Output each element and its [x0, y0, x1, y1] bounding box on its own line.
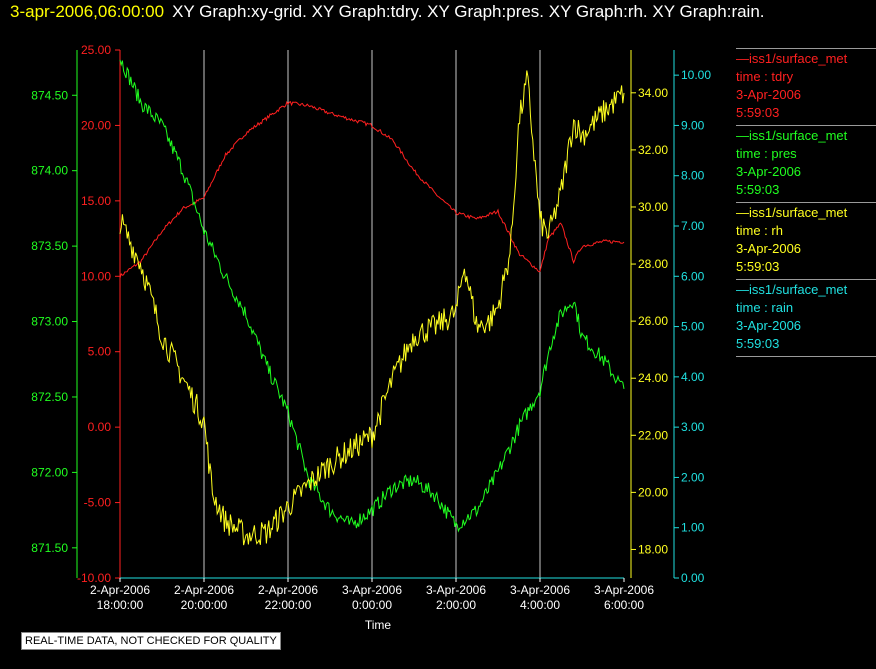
- series-rh: [119, 70, 625, 546]
- rh-tick-label: 24.00: [638, 371, 668, 385]
- tdry-tick-label: 20.00: [81, 118, 111, 132]
- legend-field: time : rh: [736, 223, 783, 238]
- rh-tick-label: 26.00: [638, 314, 668, 328]
- series-tdry: [119, 100, 625, 279]
- rh-tick-label: 30.00: [638, 200, 668, 214]
- rain-tick-label: 5.00: [681, 320, 705, 334]
- quality-notice: REAL-TIME DATA, NOT CHECKED FOR QUALITY: [21, 632, 281, 650]
- x-tick-label: 2-Apr-2006: [258, 583, 318, 597]
- rh-axis: 18.00 20.00 22.00 24.00 26.00 28.00 30.00 32.00…: [630, 50, 668, 578]
- legend-date: 3-Apr-2006: [736, 164, 802, 179]
- pres-tick-label: 872.50: [31, 390, 68, 404]
- rain-axis: 0.00 1.00 2.00 3.00 4.00 5.00 6.00 7.00 8.00 9.00…: [673, 50, 711, 585]
- rh-tick-label: 20.00: [638, 485, 668, 499]
- x-tick-label: 22:00:00: [265, 598, 312, 612]
- pres-tick-label: 871.50: [31, 541, 68, 555]
- tdry-tick-label: 25.00: [81, 43, 111, 57]
- tdry-tick-label: -5.00: [84, 496, 112, 510]
- rain-tick-label: 10.00: [681, 68, 711, 82]
- window-title: 3-apr-2006,06:00:00 XY Graph:xy-grid. XY …: [10, 2, 765, 22]
- rain-tick-label: 7.00: [681, 219, 705, 233]
- graph-list: XY Graph:xy-grid. XY Graph:tdry. XY Grap…: [172, 2, 765, 21]
- legend-field: time : rain: [736, 300, 794, 315]
- legend-line: —iss1/surface_met: [736, 51, 848, 66]
- tdry-tick-label: 5.00: [88, 345, 112, 359]
- x-tick-label: 0:00:00: [352, 598, 392, 612]
- legend-line: —iss1/surface_met: [736, 128, 848, 143]
- tdry-tick-label: -10.00: [77, 571, 111, 585]
- tdry-tick-label: 15.00: [81, 194, 111, 208]
- rh-tick-label: 32.00: [638, 143, 668, 157]
- legend-time: 5:59:03: [736, 336, 780, 351]
- x-axis-label: Time: [365, 618, 392, 632]
- grid-lines: [203, 50, 541, 578]
- rh-tick-label: 34.00: [638, 86, 668, 100]
- legend-date: 3-Apr-2006: [736, 87, 802, 102]
- legend: —iss1/surface_met time : tdry 3-Apr-2006 5:…: [736, 48, 876, 357]
- tdry-tick-label: 10.00: [81, 269, 111, 283]
- tdry-axis: -10.00 -5.00 0.00 5.00 10.00 15.00 20.00 25.00: [77, 43, 121, 585]
- pres-tick-label: 873.50: [31, 239, 68, 253]
- rain-tick-label: 4.00: [681, 370, 705, 384]
- x-tick-label: 4:00:00: [520, 598, 560, 612]
- x-tick-label: 2-Apr-2006: [174, 583, 234, 597]
- x-tick-label: 3-Apr-2006: [342, 583, 402, 597]
- timestamp: 3-apr-2006,06:00:00: [10, 2, 165, 21]
- pres-tick-label: 874.50: [31, 88, 68, 102]
- pres-tick-label: 872.00: [31, 465, 68, 479]
- pres-axis: 871.50 872.00 872.50 873.00 873.50 874.00 874.…: [31, 50, 78, 578]
- legend-time: 5:59:03: [736, 182, 780, 197]
- rain-tick-label: 1.00: [681, 521, 705, 535]
- rain-tick-label: 8.00: [681, 169, 705, 183]
- legend-date: 3-Apr-2006: [736, 318, 802, 333]
- x-tick-label: 3-Apr-2006: [426, 583, 486, 597]
- legend-field: time : tdry: [736, 69, 794, 84]
- x-axis: 2-Apr-200618:00:002-Apr-200620:00:002-Ap…: [90, 578, 654, 612]
- rh-tick-label: 18.00: [638, 542, 668, 556]
- rain-tick-label: 3.00: [681, 420, 705, 434]
- x-tick-label: 3-Apr-2006: [510, 583, 570, 597]
- rh-tick-label: 28.00: [638, 257, 668, 271]
- legend-field: time : pres: [736, 146, 797, 161]
- legend-date: 3-Apr-2006: [736, 241, 802, 256]
- pres-tick-label: 874.00: [31, 164, 68, 178]
- rain-tick-label: 6.00: [681, 269, 705, 283]
- legend-time: 5:59:03: [736, 259, 780, 274]
- series-pres: [119, 59, 625, 533]
- rain-tick-label: 0.00: [681, 571, 705, 585]
- x-tick-label: 6:00:00: [604, 598, 644, 612]
- legend-time: 5:59:03: [736, 105, 780, 120]
- x-tick-label: 2-Apr-2006: [90, 583, 150, 597]
- legend-line: —iss1/surface_met: [736, 205, 848, 220]
- legend-line: —iss1/surface_met: [736, 282, 848, 297]
- rain-tick-label: 9.00: [681, 118, 705, 132]
- x-tick-label: 18:00:00: [97, 598, 144, 612]
- rain-tick-label: 2.00: [681, 470, 705, 484]
- pres-tick-label: 873.00: [31, 315, 68, 329]
- tdry-tick-label: 0.00: [88, 420, 112, 434]
- legend-divider: [736, 356, 876, 357]
- x-tick-label: 3-Apr-2006: [594, 583, 654, 597]
- axes: -10.00-5.000.005.0010.0015.0020.0025.008…: [31, 43, 711, 585]
- rh-tick-label: 22.00: [638, 428, 668, 442]
- x-tick-label: 20:00:00: [181, 598, 228, 612]
- x-tick-label: 2:00:00: [436, 598, 476, 612]
